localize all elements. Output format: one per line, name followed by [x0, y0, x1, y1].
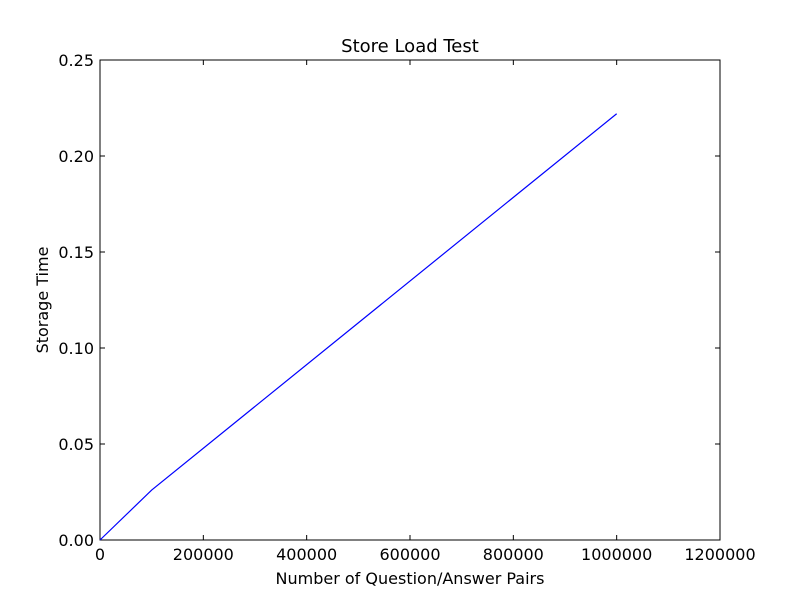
- x-tick-label: 1000000: [581, 545, 652, 564]
- x-tick-label: 0: [95, 545, 105, 564]
- y-axis-ticks: 0.00 0.05 0.10 0.15 0.20 0.25: [58, 51, 720, 550]
- plot-area-frame: [99, 59, 721, 541]
- x-axis-title: Number of Question/Answer Pairs: [276, 569, 545, 588]
- series-layer: [99, 113, 618, 541]
- series-line-0: [99, 113, 618, 541]
- x-axis-ticks: 0 200000 400000 600000 800000 1000000 1200000: [95, 60, 756, 564]
- y-tick-label: 0.10: [58, 339, 94, 358]
- x-tick-label: 200000: [173, 545, 234, 564]
- y-tick-label: 0.00: [58, 531, 94, 550]
- y-tick-label: 0.05: [58, 435, 94, 454]
- x-tick-label: 800000: [483, 545, 544, 564]
- x-tick-label: 400000: [276, 545, 337, 564]
- chart-title: Store Load Test: [341, 36, 479, 57]
- x-tick-label: 1200000: [684, 545, 755, 564]
- y-tick-label: 0.15: [58, 243, 94, 262]
- x-tick-label: 600000: [379, 545, 440, 564]
- y-axis-title: Storage Time: [33, 247, 52, 354]
- y-tick-label: 0.20: [58, 147, 94, 166]
- y-tick-label: 0.25: [58, 51, 94, 70]
